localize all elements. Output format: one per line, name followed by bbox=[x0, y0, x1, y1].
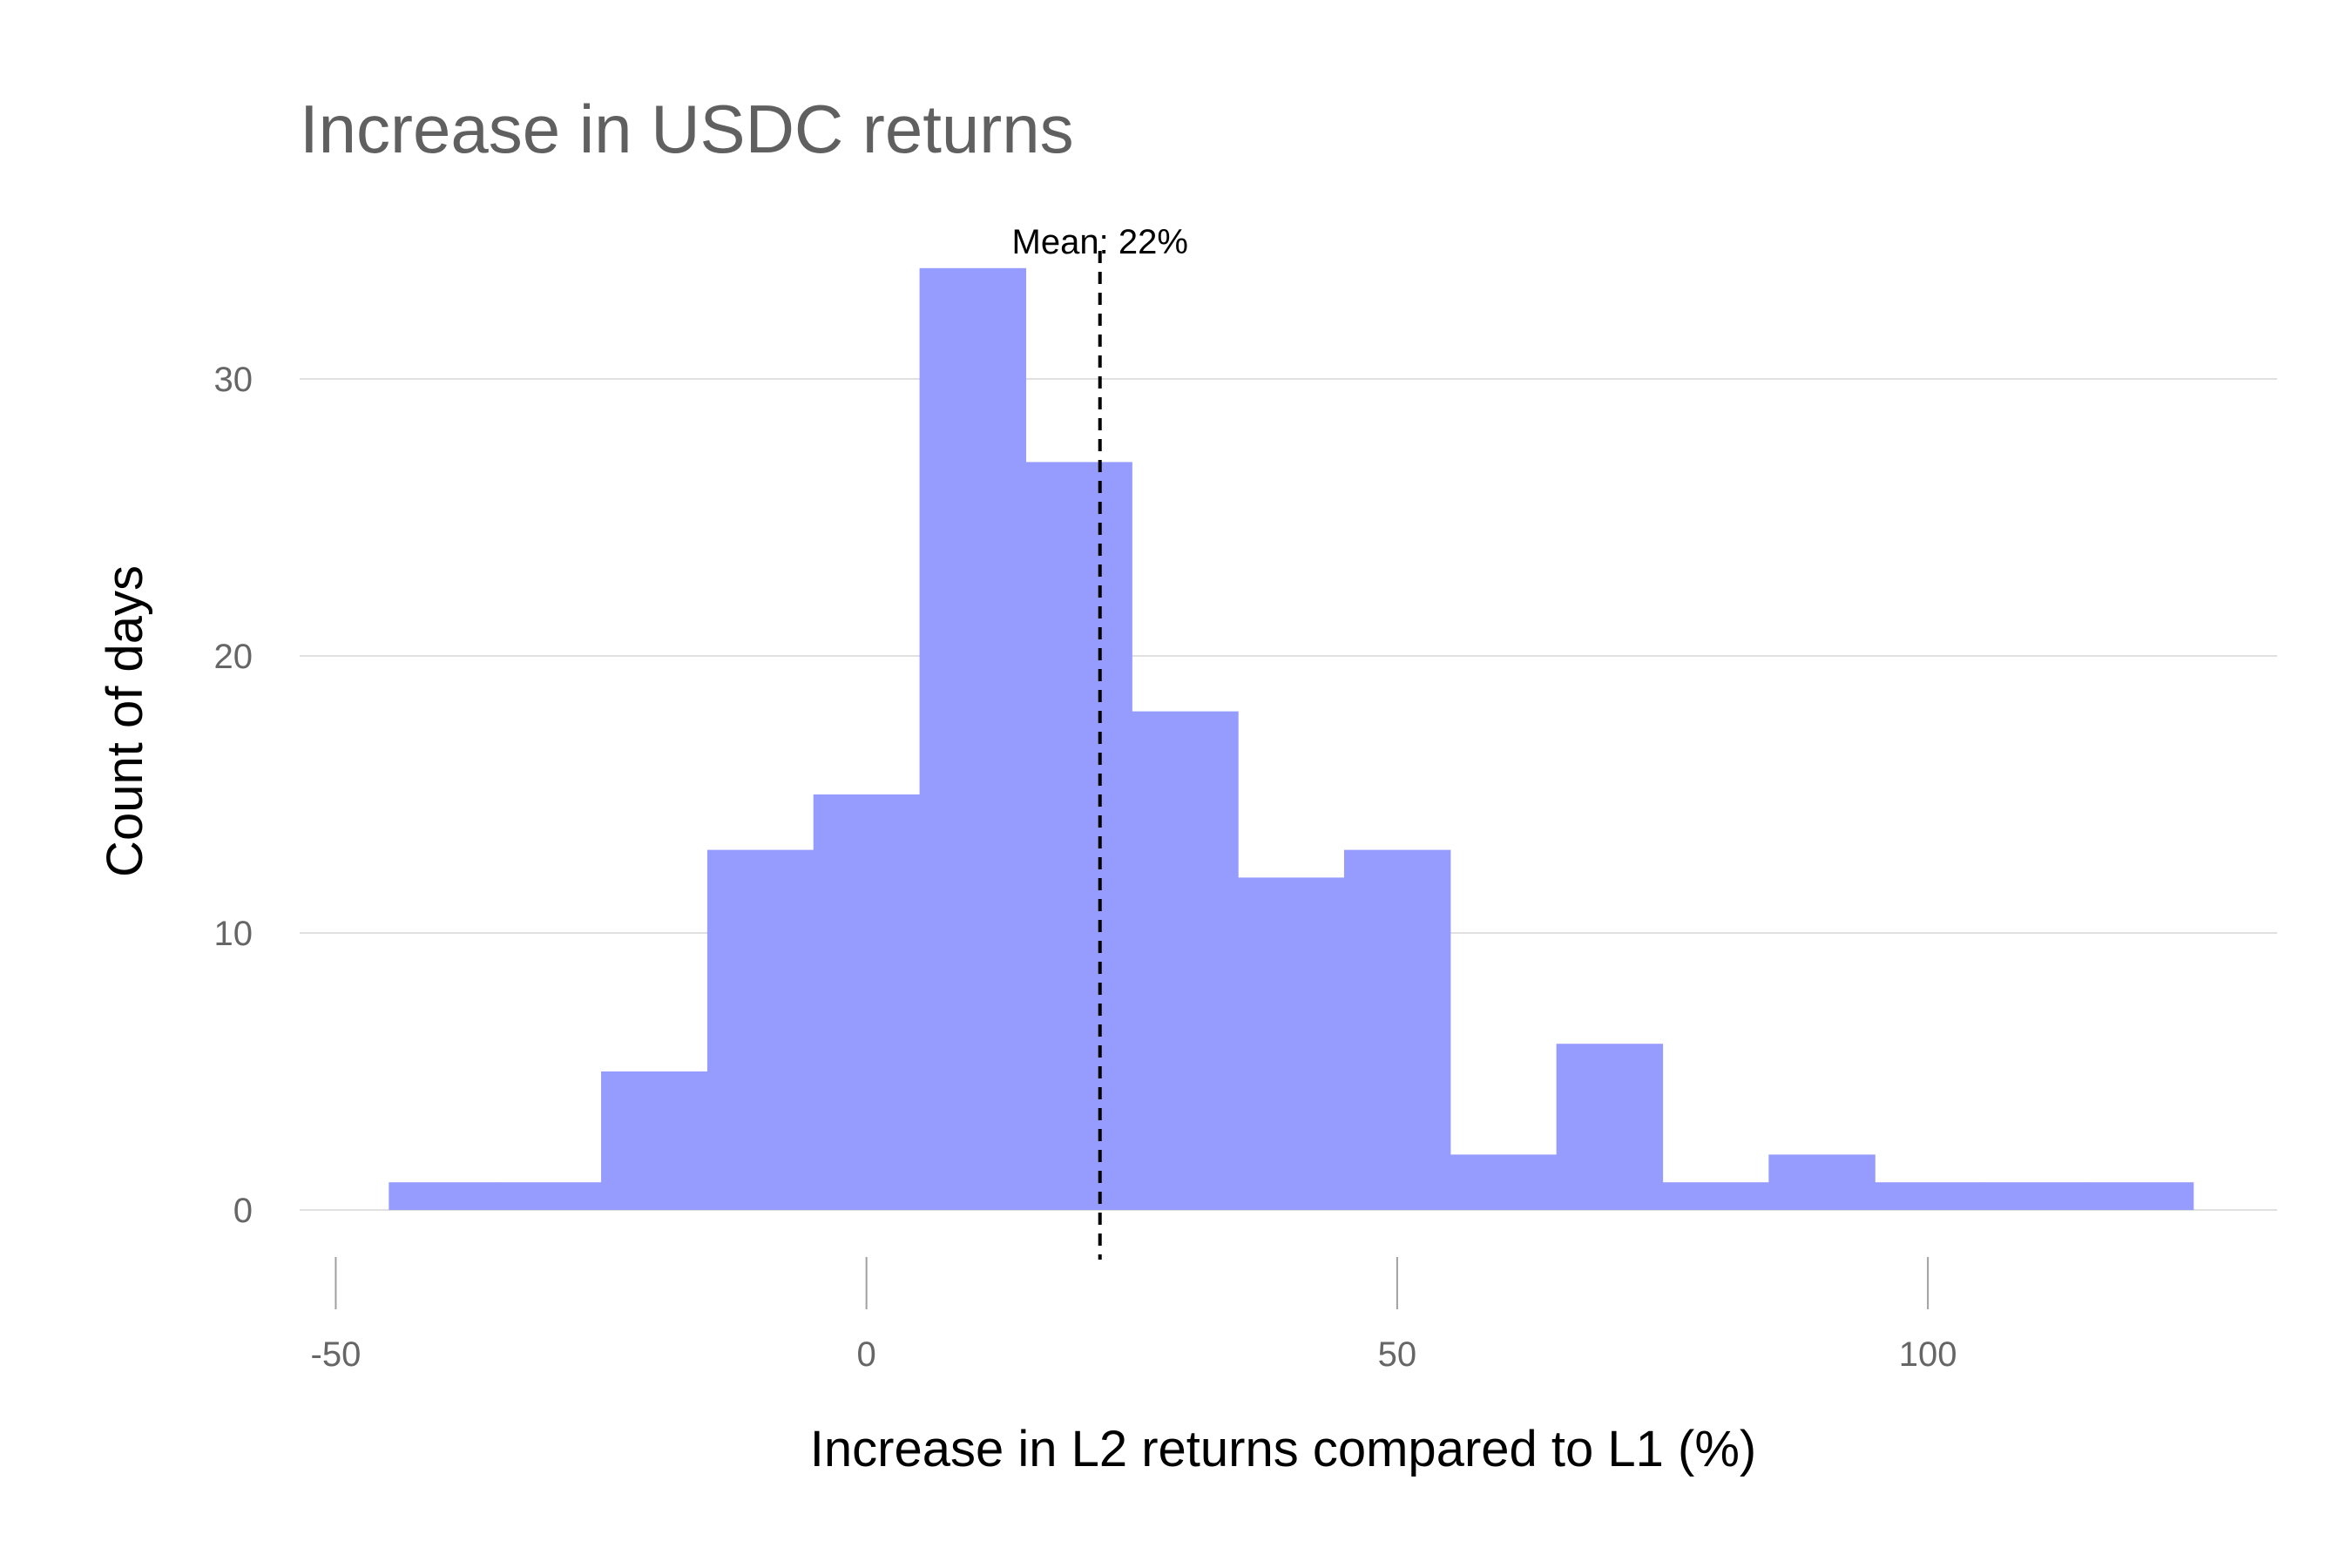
histogram-bar-4 bbox=[813, 794, 921, 1210]
y-tick-label-20: 20 bbox=[214, 638, 253, 676]
histogram-bar-12 bbox=[1662, 1182, 1769, 1210]
x-tick-label-100: 100 bbox=[1899, 1335, 1957, 1374]
histogram-bar-10 bbox=[1450, 1154, 1558, 1210]
x-tick-label--50: -50 bbox=[311, 1335, 362, 1374]
histogram-bar-13 bbox=[1768, 1154, 1876, 1210]
histogram-bar-11 bbox=[1556, 1044, 1664, 1210]
x-tick-label-0: 0 bbox=[857, 1335, 876, 1374]
histogram-bar-5 bbox=[919, 267, 1027, 1210]
histogram-bar-15 bbox=[1981, 1182, 2088, 1210]
y-tick-labels: 0 10 20 30 bbox=[214, 361, 253, 1230]
chart-title: Increase in USDC returns bbox=[300, 91, 1074, 167]
x-axis-label: Increase in L2 returns compared to L1 (%… bbox=[810, 1421, 1756, 1477]
x-axis-ticks: -50 0 50 100 bbox=[311, 1257, 1957, 1374]
histogram-bars bbox=[389, 267, 2194, 1210]
histogram-bar-14 bbox=[1875, 1182, 1982, 1210]
y-tick-label-0: 0 bbox=[233, 1192, 253, 1230]
y-tick-label-10: 10 bbox=[214, 915, 253, 953]
histogram-bar-16 bbox=[2086, 1182, 2194, 1210]
histogram-bar-7 bbox=[1132, 711, 1239, 1210]
histogram-bar-1 bbox=[495, 1182, 602, 1210]
histogram-bar-2 bbox=[601, 1071, 708, 1210]
mean-marker: Mean: 22% bbox=[1012, 223, 1188, 1260]
mean-label: Mean: 22% bbox=[1012, 223, 1188, 261]
histogram-bar-9 bbox=[1343, 849, 1451, 1210]
y-axis-label: Count of days bbox=[97, 565, 153, 877]
x-tick-label-50: 50 bbox=[1378, 1335, 1417, 1374]
histogram-bar-3 bbox=[706, 849, 814, 1210]
histogram-bar-0 bbox=[389, 1182, 496, 1210]
histogram-bar-8 bbox=[1238, 877, 1345, 1210]
y-tick-label-30: 30 bbox=[214, 361, 253, 399]
histogram-bar-6 bbox=[1025, 462, 1132, 1210]
